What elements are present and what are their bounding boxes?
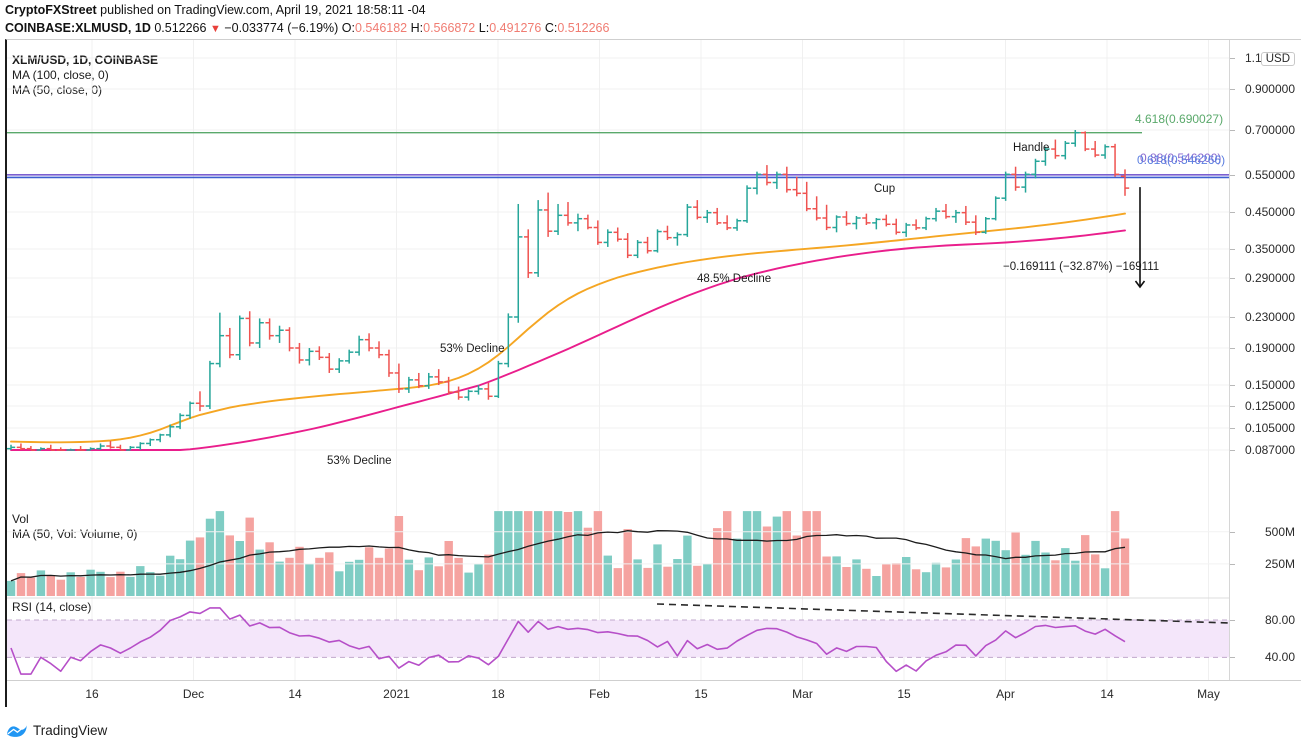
price-tick-label: 0.700000	[1244, 123, 1295, 137]
price-tick-label: 0.290000	[1244, 271, 1295, 285]
time-tick-label: 15	[897, 687, 911, 701]
decline-53-mid-annotation: 53% Decline	[440, 343, 505, 355]
fib-4618-label: 4.618(0.690027)	[1135, 112, 1224, 126]
time-tick-label: 14	[288, 687, 302, 701]
time-tick-label: Mar	[792, 687, 813, 701]
time-tick-label: 16	[85, 687, 99, 701]
rsi-tick-label: 40.00	[1264, 650, 1295, 665]
price-tick-mark	[1230, 89, 1235, 90]
high-value: 0.566872	[423, 21, 476, 35]
price-tick-mark	[1230, 249, 1235, 250]
price-tick-mark	[1230, 385, 1235, 386]
low-label: L:	[478, 21, 490, 35]
price-tick-label: 0.190000	[1244, 341, 1295, 355]
price-tick-mark	[1230, 317, 1235, 318]
volume-tick-mark	[1230, 531, 1235, 533]
price-tick-mark	[1230, 212, 1235, 213]
price-tick-mark	[1230, 130, 1235, 131]
tradingview-footer[interactable]: TradingView	[5, 722, 107, 739]
attribution-line-1: CryptoFXStreet published on TradingView.…	[5, 3, 426, 17]
price-tick-mark	[1230, 348, 1235, 349]
price-tick-mark	[1230, 58, 1235, 59]
volume-ma-legend: MA (50, Vol: Volume, 0)	[12, 527, 138, 541]
price-tick-mark	[1230, 428, 1235, 429]
cup-annotation: Cup	[874, 183, 896, 195]
fib-088-label: 0.88(0.546200)	[1140, 151, 1222, 165]
down-arrow-icon: ▼	[209, 23, 221, 35]
measure-annotation: −0.169111 (−32.87%) −169111	[1003, 261, 1160, 273]
fib-0618-label: 0.618(0.546266)	[1137, 153, 1226, 167]
open-value: 0.546182	[355, 21, 408, 35]
chart-title: XLM/USD, 1D, COINBASE	[12, 53, 159, 67]
handle-annotation: Handle	[1013, 142, 1050, 154]
price-change: −0.033774 (−6.19%)	[224, 21, 339, 35]
tradingview-brand: TradingView	[33, 723, 108, 738]
time-tick-label: Dec	[182, 687, 205, 701]
low-value: 0.491276	[489, 21, 542, 35]
price-tick-label: 0.230000	[1244, 310, 1295, 324]
attribution-line-2: COINBASE:XLMUSD, 1D 0.512266 ▼ −0.033774…	[5, 21, 609, 35]
chart-frame	[5, 39, 1301, 707]
volume-legend: Vol MA (50, Vol: Volume, 0)	[12, 512, 137, 542]
price-axis[interactable]: 1.1000000.9000000.7000000.5500000.450000…	[1229, 40, 1301, 680]
chart-plot-area[interactable]	[7, 40, 1229, 680]
price-tick-mark	[1230, 278, 1235, 279]
time-tick-label: Feb	[589, 687, 610, 701]
price-tick-label: 0.550000	[1244, 168, 1295, 182]
last-price: 0.512266	[154, 21, 207, 35]
price-tick-label: 0.350000	[1244, 242, 1295, 256]
ma100-legend: MA (100, close, 0)	[12, 68, 109, 82]
published-text: published on TradingView.com, April 19, …	[96, 3, 426, 17]
price-tick-mark	[1230, 175, 1235, 176]
price-tick-label: 0.450000	[1244, 205, 1295, 219]
tradingview-logo-icon	[7, 725, 27, 737]
price-tick-mark	[1230, 450, 1235, 451]
rsi-tick-label: 80.00	[1264, 613, 1295, 627]
price-tick-label: 0.900000	[1244, 82, 1295, 96]
volume-tick-label: 500M	[1264, 524, 1295, 539]
time-tick-label: May	[1197, 687, 1220, 701]
open-label: O:	[341, 21, 355, 35]
rsi-legend-title: RSI (14, close)	[12, 600, 92, 614]
symbol-line: COINBASE:XLMUSD, 1D	[5, 21, 151, 35]
volume-tick-mark	[1230, 563, 1235, 565]
time-tick-label: 15	[694, 687, 708, 701]
rsi-tick-mark	[1230, 657, 1235, 659]
ma50-legend: MA (50, close, 0)	[12, 83, 103, 97]
time-tick-label: 2021	[383, 687, 410, 701]
time-axis[interactable]: 16 Dec 14 2021 18 Feb 15 Mar 15 Apr 14 May	[7, 680, 1301, 707]
currency-badge: USD	[1260, 52, 1295, 66]
rsi-tick-mark	[1230, 620, 1235, 621]
decline-485-annotation: 48.5% Decline	[697, 273, 772, 285]
volume-legend-title: Vol	[12, 512, 29, 526]
publisher-name: CryptoFXStreet	[5, 3, 97, 17]
price-tick-label: 0.087000	[1244, 443, 1295, 457]
rsi-legend: RSI (14, close)	[12, 600, 91, 615]
price-tick-label: 0.125000	[1244, 399, 1295, 413]
time-tick-label: 14	[1100, 687, 1114, 701]
volume-tick-label: 250M	[1264, 556, 1295, 571]
high-label: H:	[410, 21, 424, 35]
close-value: 0.512266	[557, 21, 610, 35]
price-tick-mark	[1230, 406, 1235, 407]
close-label: C:	[544, 21, 558, 35]
price-legend: XLM/USD, 1D, COINBASE MA (100, close, 0)…	[12, 53, 158, 98]
decline-53-low-annotation: 53% Decline	[327, 455, 392, 467]
price-tick-label: 0.150000	[1244, 378, 1295, 392]
time-tick-label: 18	[491, 687, 505, 701]
time-tick-label: Apr	[996, 687, 1015, 701]
price-tick-label: 0.105000	[1244, 421, 1295, 435]
